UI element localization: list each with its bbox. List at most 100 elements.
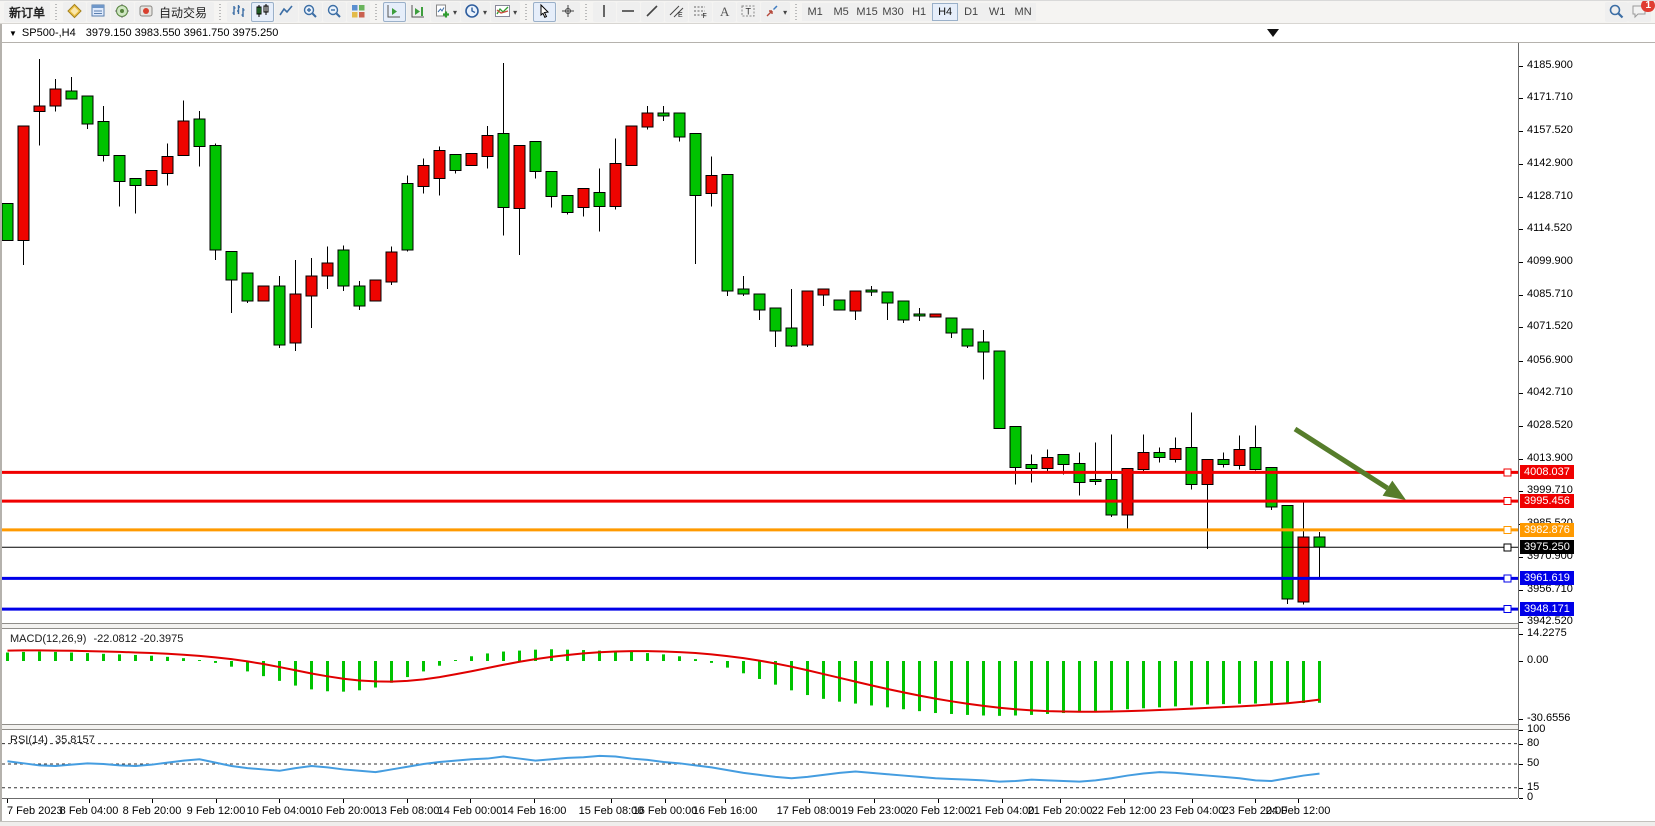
navigator-button[interactable] (111, 2, 135, 22)
hline-price-tag: 3948.171 (1520, 602, 1574, 617)
hline-anchor[interactable] (1503, 497, 1512, 506)
text-label-button[interactable]: T (737, 2, 761, 22)
horizontal-line-button[interactable] (617, 2, 641, 22)
hline-anchor[interactable] (1503, 605, 1512, 614)
chevron-down-icon[interactable]: ▾ (453, 7, 458, 17)
autotrade-button[interactable]: 自动交易 (135, 2, 215, 22)
chart-shift-button[interactable] (383, 2, 407, 22)
chart-autoscroll-button[interactable] (407, 2, 431, 22)
timeframe-h1-button[interactable]: H1 (906, 3, 933, 21)
time-axis[interactable]: 7 Feb 2023 8 Feb 04:00 8 Feb 20:00 9 Feb 12… (2, 798, 1518, 822)
timeframe-h4-button[interactable]: H4 (932, 3, 959, 21)
navigator-icon (114, 3, 131, 22)
vertical-line-button[interactable] (593, 2, 617, 22)
search-button[interactable] (1605, 2, 1628, 22)
tile-windows-button[interactable] (347, 2, 371, 22)
timeframe-m30-button[interactable]: M30 (880, 3, 907, 21)
hline-anchor[interactable] (1503, 574, 1512, 583)
timeframe-m5-button[interactable]: M5 (828, 3, 855, 21)
new-order-button[interactable]: 新订单 (4, 2, 51, 22)
hline-anchor[interactable] (1503, 543, 1512, 552)
toolbar-group-grip[interactable] (218, 4, 224, 20)
time-tick-label: 7 Feb 2023 (7, 805, 63, 817)
rsi-pane-separator[interactable] (2, 724, 1518, 730)
hline-anchor[interactable] (1503, 525, 1512, 534)
zoom-out-button[interactable] (323, 2, 347, 22)
price-tick-label: 4085.710 (1527, 287, 1573, 300)
axis-tick (1519, 196, 1523, 198)
data-window-button[interactable] (87, 2, 111, 22)
hline-anchor[interactable] (1503, 468, 1512, 477)
price-tick-label: 4042.710 (1527, 386, 1573, 399)
indicators-button[interactable]: ▾ (491, 2, 521, 22)
time-tick-label: 14 Feb 16:00 (501, 805, 567, 817)
new-chart-button[interactable]: ▾ (431, 2, 461, 22)
chevron-down-icon[interactable]: ▾ (513, 7, 518, 17)
timeframe-m1-button[interactable]: M1 (802, 3, 829, 21)
annotation-arrowhead[interactable] (1382, 480, 1406, 500)
chat-button[interactable]: 1 (1628, 1, 1655, 22)
chevron-down-icon[interactable]: ▾ (483, 7, 488, 17)
channel-button[interactable]: E (665, 2, 689, 22)
time-tick (1255, 799, 1256, 803)
chevron-down-icon[interactable]: ▾ (783, 7, 788, 17)
arrows-icon (764, 3, 781, 22)
text-button[interactable]: A (713, 2, 737, 22)
toolbar-group-grip[interactable] (794, 4, 800, 20)
time-tick-label: 9 Feb 12:00 (186, 805, 246, 817)
time-tick (470, 799, 471, 803)
symbol-title: SP500-,H4 (21, 27, 76, 39)
timeframe-d1-button[interactable]: D1 (958, 3, 985, 21)
arrows-button[interactable]: ▾ (761, 2, 791, 22)
market-watch-button[interactable] (63, 2, 87, 22)
zoom-out-icon (326, 3, 343, 22)
price-tick-label: 3942.520 (1527, 615, 1573, 628)
annotation-arrow[interactable] (1293, 426, 1389, 491)
timeframe-w1-button[interactable]: W1 (984, 3, 1011, 21)
toolbar-group-grip[interactable] (524, 4, 530, 20)
time-tick (1060, 799, 1061, 803)
time-tick (7, 799, 8, 803)
chat-icon: 1 (1631, 1, 1655, 22)
axis-tick (1519, 798, 1523, 799)
chart-shift-marker[interactable] (1267, 29, 1279, 37)
toolbar-group-grip[interactable] (54, 4, 60, 20)
timeframe-m15-button[interactable]: M15 (854, 3, 881, 21)
time-tick-label: 16 Feb 00:00 (632, 805, 698, 817)
chart-canvas[interactable] (2, 43, 1655, 822)
timeframe-clock-button[interactable]: ▾ (461, 2, 491, 22)
price-axis[interactable]: 4185.900 4171.710 4157.520 4142.900 4128.710… (1518, 43, 1655, 803)
horizontal-line-icon (620, 3, 637, 22)
fibonacci-button[interactable]: F (689, 2, 713, 22)
bars-chart-button[interactable] (227, 2, 251, 22)
price-tick-label: 4056.900 (1527, 353, 1573, 366)
macd-tick-label: -30.6556 (1527, 712, 1571, 724)
notification-badge: 1 (1641, 1, 1655, 12)
price-tick-label: 3999.710 (1527, 484, 1573, 497)
trendline-button[interactable] (641, 2, 665, 22)
time-tick (874, 799, 875, 803)
time-tick (1298, 799, 1299, 803)
timeframe-mn-button[interactable]: MN (1010, 3, 1037, 21)
crosshair-button[interactable] (557, 2, 581, 22)
macd-pane-separator[interactable] (2, 623, 1518, 629)
timeframe-clock-icon (464, 3, 481, 22)
line-chart-button[interactable] (275, 2, 299, 22)
rsi-indicator-label: RSI(14) 35.8157 (10, 734, 95, 746)
toolbar-group-grip[interactable] (584, 4, 590, 20)
axis-tick (1519, 393, 1523, 395)
zoom-in-button[interactable] (299, 2, 323, 22)
line-chart-icon (278, 3, 295, 22)
axis-tick (1519, 425, 1523, 427)
channel-icon: E (668, 3, 685, 22)
cursor-button[interactable] (533, 2, 557, 22)
text-label-icon: T (740, 3, 757, 22)
window-menu-icon[interactable]: ▼ (9, 28, 17, 38)
candles-chart-button[interactable] (251, 2, 275, 22)
axis-tick (1519, 622, 1523, 624)
toolbar-group-grip[interactable] (374, 4, 380, 20)
chart-area[interactable]: MACD(12,26,9) -22.0812 -20.3975 RSI(14) … (0, 29, 1655, 822)
axis-tick (1519, 730, 1523, 731)
rsi-tick-label: 50 (1527, 757, 1540, 769)
